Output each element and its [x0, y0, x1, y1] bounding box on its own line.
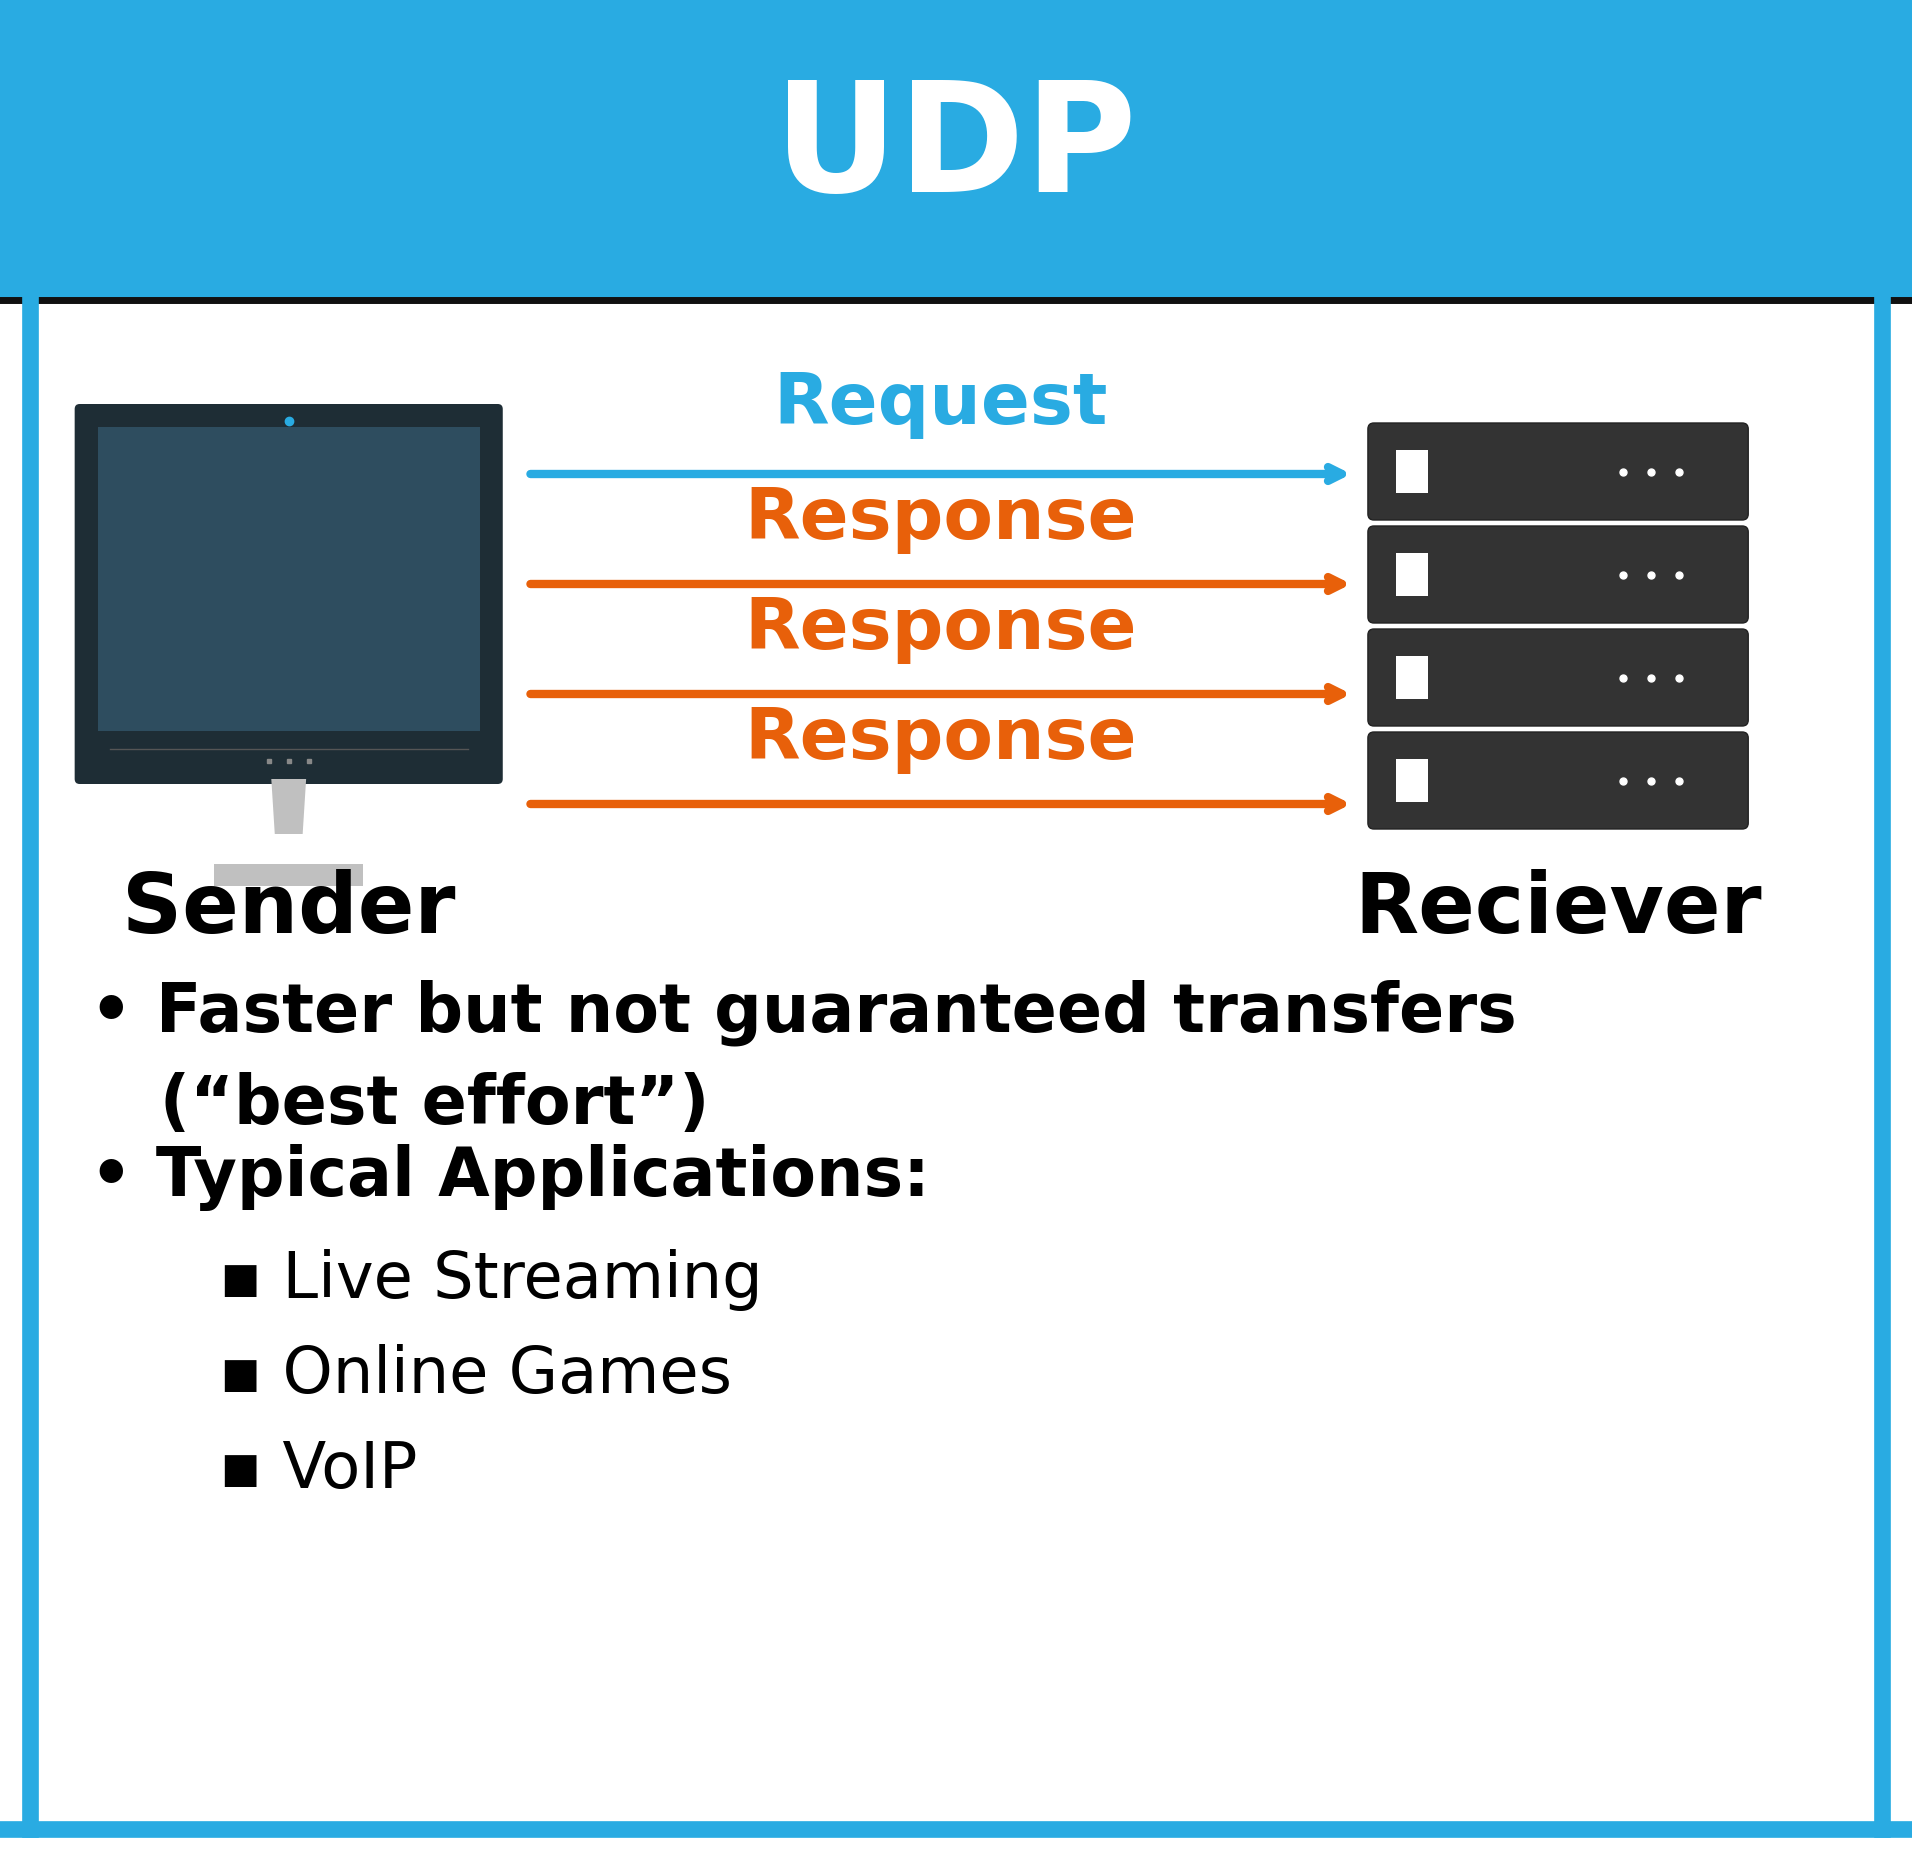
Text: Sender: Sender: [123, 868, 455, 950]
Bar: [1396, 450, 1428, 493]
Text: ▪ Live Streaming: ▪ Live Streaming: [219, 1249, 762, 1311]
Text: UDP: UDP: [774, 76, 1137, 225]
Bar: [213, 864, 363, 887]
FancyBboxPatch shape: [1367, 628, 1749, 727]
Bar: [1396, 554, 1428, 595]
Bar: [0, 0, 1912, 299]
Text: Response: Response: [745, 705, 1137, 773]
FancyBboxPatch shape: [1367, 732, 1749, 829]
Text: ▪ VoIP: ▪ VoIP: [219, 1439, 417, 1500]
Text: Reciever: Reciever: [1354, 868, 1763, 950]
Text: Response: Response: [745, 595, 1137, 664]
Text: Response: Response: [745, 485, 1137, 554]
FancyBboxPatch shape: [1367, 424, 1749, 521]
Text: Request: Request: [774, 370, 1108, 439]
Text: ▪ Online Games: ▪ Online Games: [219, 1344, 732, 1405]
FancyBboxPatch shape: [75, 403, 503, 784]
Bar: [1396, 758, 1428, 801]
FancyBboxPatch shape: [1367, 526, 1749, 623]
Bar: [98, 428, 480, 731]
Text: • Typical Applications:: • Typical Applications:: [90, 1143, 929, 1210]
Bar: [1396, 656, 1428, 699]
Text: • Faster but not guaranteed transfers
   (“best effort”): • Faster but not guaranteed transfers (“…: [90, 980, 1517, 1138]
Polygon shape: [271, 779, 305, 835]
